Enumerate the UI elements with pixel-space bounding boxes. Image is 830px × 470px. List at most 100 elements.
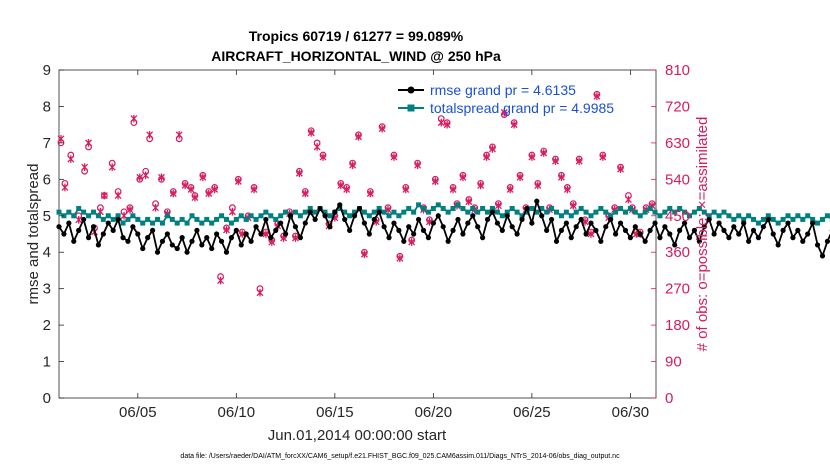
rmse-point (677, 227, 683, 233)
rmse-point (563, 220, 569, 226)
obs-assimilated-point (437, 118, 445, 127)
obs-assimilated-point (61, 183, 69, 192)
totalspread-point (701, 209, 707, 215)
rmse-point (548, 216, 555, 223)
rmse-point (647, 227, 653, 233)
y2-tick-label: 450 (665, 208, 690, 225)
rmse-point (583, 231, 589, 237)
totalspread-point (199, 220, 205, 226)
totalspread-point (450, 205, 456, 211)
rmse-point (209, 245, 215, 252)
totalspread-point (731, 216, 737, 222)
rmse-point (608, 216, 614, 223)
totalspread-point (312, 209, 318, 215)
obs-assimilated-point (459, 173, 467, 182)
rmse-point (145, 235, 151, 241)
totalspread-point (100, 216, 106, 222)
totalspread-point (460, 205, 466, 211)
totalspread-point (815, 220, 821, 226)
totalspread-point (706, 213, 712, 219)
totalspread-point (352, 209, 358, 215)
rmse-point (681, 220, 688, 226)
y2-axis-label: # of obs: o=possible; ×=assimilated (694, 117, 711, 352)
totalspread-point (765, 213, 771, 219)
obs-assimilated-point (449, 185, 457, 194)
rmse-point (746, 238, 752, 244)
rmse-point (391, 220, 397, 226)
totalspread-point (278, 213, 284, 219)
totalspread-point (174, 220, 180, 226)
rmse-point (322, 213, 328, 219)
rmse-point (657, 235, 663, 241)
obs-assimilated-point (146, 130, 154, 139)
obs-assimilated-point (483, 153, 491, 161)
rmse-point (622, 227, 629, 233)
y-tick-label: 3 (43, 281, 51, 298)
obs-assimilated-point (57, 135, 65, 143)
totalspread-point (746, 213, 752, 219)
totalspread-point (214, 216, 220, 222)
totalspread-point (618, 205, 624, 211)
footer-data-file: data file: /Users/raeder/DAI/ATM_forcXX/… (180, 453, 620, 460)
rmse-point (726, 235, 732, 241)
obs-assimilated-point (575, 157, 583, 165)
obs-assimilated-point (540, 149, 548, 157)
totalspread-point (238, 213, 244, 219)
rmse-point (484, 216, 491, 223)
totalspread-point (770, 216, 776, 222)
totalspread-point (268, 213, 274, 219)
totalspread-point (824, 213, 830, 219)
totalspread-point (534, 209, 540, 215)
totalspread-series (56, 202, 830, 226)
totalspread-point (652, 209, 658, 215)
totalspread-point (480, 205, 486, 211)
obs-assimilated-point (136, 173, 144, 182)
rmse-point (347, 227, 353, 233)
rmse-point (228, 235, 235, 241)
rmse-point (327, 224, 333, 230)
totalspread-point (682, 209, 688, 215)
totalspread-point (347, 213, 353, 219)
totalspread-point (554, 209, 559, 215)
totalspread-point (253, 216, 259, 222)
rmse-point (509, 224, 515, 230)
totalspread-point (819, 216, 825, 222)
obs-assimilated-point (108, 163, 116, 171)
totalspread-point (371, 209, 377, 215)
rmse-point (578, 216, 584, 223)
totalspread-point (627, 205, 633, 211)
totalspread-point (56, 209, 62, 215)
rmse-point (401, 238, 407, 244)
y-axis-label: rmse and totalspread (25, 164, 42, 305)
totalspread-point (430, 205, 436, 211)
rmse-point (819, 253, 826, 259)
totalspread-point (140, 220, 146, 226)
rmse-point (544, 227, 550, 233)
rmse-point (711, 231, 717, 237)
totalspread-point (726, 213, 732, 219)
rmse-point (524, 205, 530, 212)
rmse-point (430, 220, 436, 226)
totalspread-point (563, 209, 569, 215)
rmse-point (411, 231, 417, 237)
rmse-point (534, 198, 540, 204)
totalspread-point (115, 213, 121, 219)
totalspread-point (751, 216, 757, 222)
totalspread-point (657, 213, 663, 219)
obs-assimilated-point (262, 230, 270, 238)
rmse-point (716, 220, 722, 226)
totalspread-point (593, 209, 599, 215)
rmse-point (637, 231, 643, 237)
rmse-point (642, 238, 648, 244)
totalspread-point (755, 220, 761, 226)
obs-assimilated-point (396, 254, 404, 263)
y-tick-label: 4 (43, 244, 51, 261)
obs-assimilated-point (349, 161, 357, 169)
totalspread-point (489, 205, 495, 211)
obs-assimilated-point (75, 216, 83, 224)
obs-assimilated-point (100, 191, 108, 200)
obs-assimilated-point (313, 143, 321, 151)
totalspread-point (425, 209, 431, 215)
rmse-point (263, 216, 269, 223)
totalspread-point (509, 205, 515, 211)
